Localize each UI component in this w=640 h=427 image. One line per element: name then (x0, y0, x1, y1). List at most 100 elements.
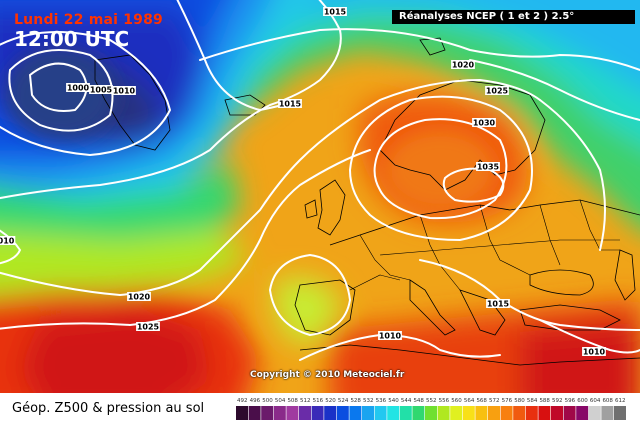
map-title: Géop. Z500 & pression au sol (12, 401, 205, 416)
legend-bar: Géop. Z500 & pression au sol 492 496 500 50… (0, 393, 640, 427)
isobar-label: 010 (0, 237, 15, 246)
scale-swatch (614, 406, 626, 420)
scale-tick-label: 604 (590, 398, 601, 404)
scale-swatch (462, 406, 475, 420)
scale-tick-label: 532 (363, 398, 374, 404)
scale-swatch (450, 406, 463, 420)
scale-swatch (525, 406, 538, 420)
scale-tick-label: 508 (287, 398, 298, 404)
isobar-label-bg (323, 7, 347, 16)
isobar-label-bg (378, 331, 402, 340)
scale-tick-label: 568 (476, 398, 487, 404)
scale-tick-label: 504 (275, 398, 286, 404)
scale-tick-label: 612 (615, 398, 626, 404)
isobar-label-bg (451, 60, 475, 69)
scale-tick-label: 588 (539, 398, 550, 404)
scale-swatch (299, 406, 311, 420)
scale-swatch (336, 406, 349, 420)
scale-swatch (551, 406, 563, 420)
isobar-label-bg (0, 236, 16, 245)
scale-swatch (248, 406, 261, 420)
isobar-label-bg (66, 83, 90, 92)
scale-swatch (412, 406, 425, 420)
scale-tick-label: 576 (502, 398, 513, 404)
isobar-label: 1030 (473, 119, 496, 128)
scale-swatch (563, 406, 576, 420)
isobar-label: 1015 (324, 8, 347, 17)
scale-tick-label: 552 (426, 398, 437, 404)
isobar-label-bg (472, 118, 496, 127)
scale-swatch (286, 406, 299, 420)
scale-swatch (513, 406, 526, 420)
isobar-label-bg (476, 162, 500, 171)
scale-swatch (387, 406, 400, 420)
color-scale: 492 496 500 504 508 512 516 520 524 528 532 536 540 5… (236, 398, 626, 420)
isobar-label: 1010 (583, 348, 606, 357)
isobar-label-bg (486, 299, 510, 308)
weather-map: 1015 1020 1000 1005 1010 1015 1025 1030 1035 1020… (0, 0, 640, 393)
scale-tick-label: 544 (401, 398, 412, 404)
scale-swatch (601, 406, 614, 420)
scale-tick-label: 540 (388, 398, 399, 404)
scale-tick-label: 524 (338, 398, 349, 404)
scale-tick-label: 584 (527, 398, 538, 404)
scale-swatch (588, 406, 601, 420)
isobar-label: 1025 (137, 323, 160, 332)
isobar-label: 1020 (452, 61, 475, 70)
isobar-label: 1005 (90, 86, 113, 95)
scale-swatch (488, 406, 500, 420)
scale-tick-label: 492 (237, 398, 248, 404)
scale-tick-label: 560 (451, 398, 462, 404)
scale-tick-label: 580 (514, 398, 525, 404)
scale-swatch (273, 406, 286, 420)
time-label: 12:00 UTC (14, 27, 130, 51)
isobar-label: 1020 (128, 293, 151, 302)
isobar-label: 1015 (487, 300, 510, 309)
scale-swatch (374, 406, 387, 420)
isobar-label-bg (278, 99, 302, 108)
isobar-label: 1025 (486, 87, 509, 96)
isobars (0, 0, 640, 361)
scale-swatch (399, 406, 412, 420)
scale-tick-label: 548 (413, 398, 424, 404)
scale-tick-label: 556 (439, 398, 450, 404)
scale-swatch (236, 406, 248, 420)
scale-tick-label: 520 (325, 398, 336, 404)
scale-swatch (425, 406, 437, 420)
scale-swatch (311, 406, 324, 420)
scale-swatch (324, 406, 337, 420)
scale-tick-label: 528 (350, 398, 361, 404)
isobar-label: 1010 (113, 87, 136, 96)
isobar-label-bg (127, 292, 151, 301)
scale-tick-label: 592 (552, 398, 563, 404)
isobar-label: 1000 (67, 84, 90, 93)
isobar-label: 1010 (379, 332, 402, 341)
isobar-label: 1035 (477, 163, 500, 172)
scale-tick-label: 516 (313, 398, 324, 404)
scale-swatch (500, 406, 513, 420)
scale-tick-label: 500 (262, 398, 273, 404)
scale-swatch (538, 406, 551, 420)
isobar-label-bg (582, 347, 606, 356)
scale-tick-label: 536 (376, 398, 387, 404)
scale-tick-label: 596 (565, 398, 576, 404)
scale-tick-label: 512 (300, 398, 311, 404)
isobar-label-bg (136, 322, 160, 331)
isobar-label-bg (89, 85, 113, 94)
scale-tick-label: 608 (602, 398, 613, 404)
isobar-label-bg (485, 86, 509, 95)
scale-swatch (349, 406, 362, 420)
scale-swatch (576, 406, 589, 420)
copyright-notice: Copyright © 2010 Meteociel.fr (250, 370, 405, 380)
isobar-label-bg (112, 86, 136, 95)
scale-tick-label: 564 (464, 398, 475, 404)
scale-swatch (437, 406, 450, 420)
scale-swatch (475, 406, 488, 420)
scale-tick-label: 496 (250, 398, 261, 404)
isobar-label: 1015 (279, 100, 302, 109)
scale-swatch (261, 406, 274, 420)
scale-swatch (362, 406, 374, 420)
scale-tick-label: 572 (489, 398, 500, 404)
